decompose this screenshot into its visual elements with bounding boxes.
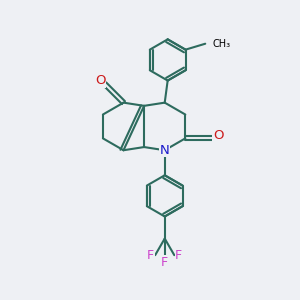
Text: O: O [213,130,224,142]
Text: O: O [95,74,106,88]
Text: F: F [175,249,182,262]
Text: CH₃: CH₃ [213,39,231,49]
Text: F: F [147,249,154,262]
Text: N: N [160,144,169,157]
Text: F: F [161,256,168,268]
